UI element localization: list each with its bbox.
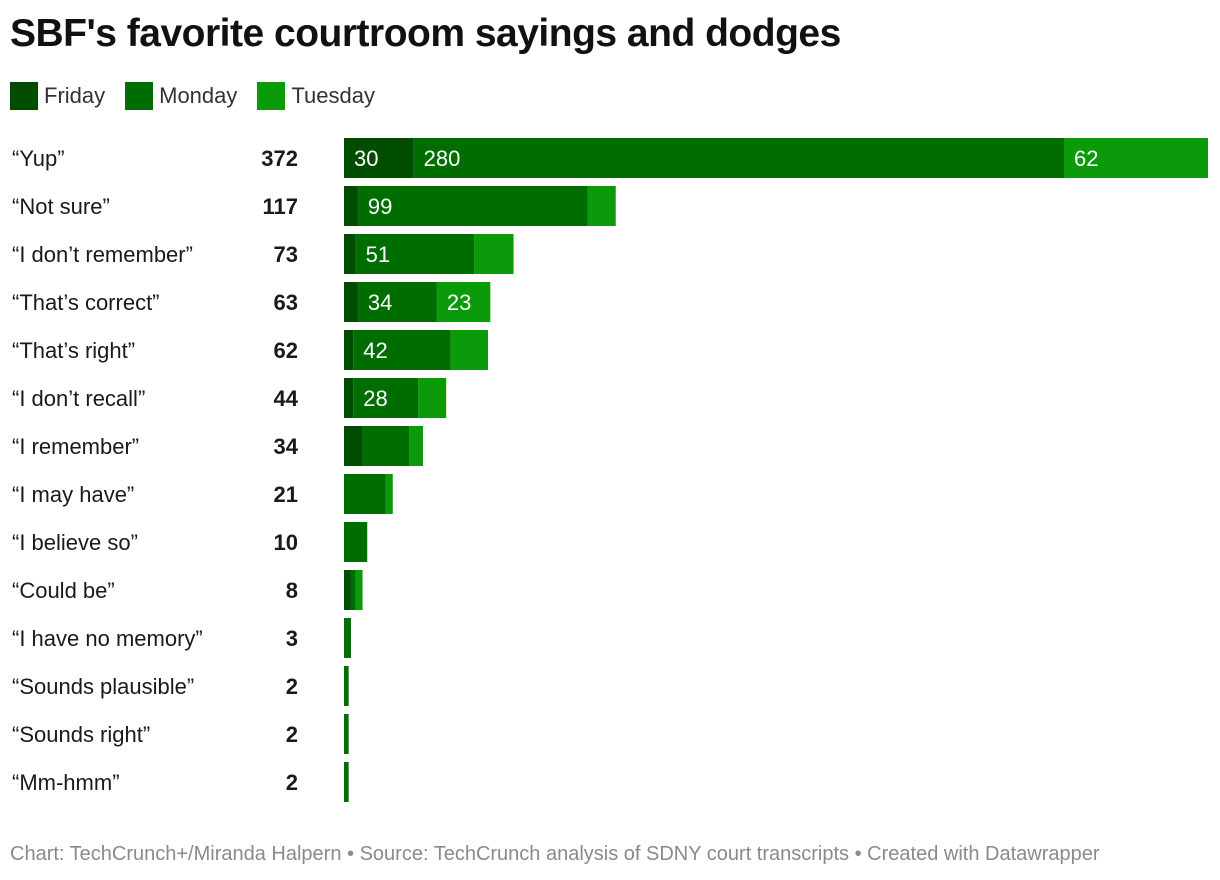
bar-segment-friday [344,186,358,226]
bar-segment-friday [344,426,363,466]
total-label: 372 [261,146,298,171]
bar-segment-monday [353,330,451,370]
category-label: “Could be” [12,578,115,603]
data-label: 62 [1074,146,1098,171]
category-label: “That’s right” [12,338,135,363]
bar-segment-tuesday [418,378,447,418]
category-label: “I may have” [12,482,134,507]
bar-segment-monday [344,522,368,562]
bar-segment-friday [344,378,354,418]
category-label: “I remember” [12,434,139,459]
category-label: “Sounds plausible” [12,674,194,699]
total-label: 34 [274,434,299,459]
data-label: 51 [366,242,390,267]
bar-segment-friday [344,282,358,322]
category-label: “Not sure” [12,194,110,219]
bar-segment-monday [353,378,419,418]
data-label: 28 [363,386,387,411]
bar-segment-tuesday [409,426,423,466]
bar-segment-tuesday [474,234,514,274]
bar-segment-monday [357,186,588,226]
bar-segment-monday [355,234,475,274]
stacked-bar-chart: “Yup” 372 30 280 62 “Not sure” 117 99 “I don’t r… [12,138,1208,802]
total-label: 2 [286,722,298,747]
category-label: “Sounds right” [12,722,150,747]
total-label: 62 [274,338,298,363]
legend-label-monday: Monday [159,83,238,108]
bar-segment-friday [344,234,356,274]
total-label: 21 [274,482,298,507]
total-label: 3 [286,626,298,651]
legend-swatch-tuesday [257,82,286,110]
bar-segment-monday [344,474,386,514]
total-label: 44 [274,386,299,411]
bar-segment-friday [344,570,351,610]
legend-swatch-monday [125,82,154,110]
category-label: “I believe so” [12,530,138,555]
bar-segment-tuesday [385,474,393,514]
category-label: “I don’t remember” [12,242,193,267]
bar-segment-friday [344,138,414,178]
total-label: 2 [286,674,298,699]
total-label: 117 [263,194,299,219]
bar-segment-tuesday [436,282,491,322]
category-label: “Mm-hmm” [12,770,120,795]
data-label: 280 [424,146,461,171]
bar-segment-tuesday [355,570,363,610]
bar-segment-monday [344,762,349,802]
total-label: 63 [274,290,298,315]
bar-segment-tuesday [587,186,616,226]
bar-segment-friday [344,330,354,370]
data-label: 99 [368,194,392,219]
legend: Friday Monday Tuesday [10,82,395,110]
legend-item-tuesday: Tuesday [257,82,375,110]
category-label: “Yup” [12,146,65,171]
total-label: 73 [274,242,298,267]
data-label: 30 [354,146,378,171]
bar-segment-monday [413,138,1064,178]
bar-segment-monday [362,426,410,466]
bar-segment-tuesday [450,330,488,370]
legend-swatch-friday [10,82,38,110]
data-label: 34 [368,290,392,315]
bar-segment-tuesday [1064,138,1208,178]
data-label: 42 [363,338,387,363]
legend-label-tuesday: Tuesday [291,83,375,108]
total-label: 2 [286,770,298,795]
category-label: “I don’t recall” [12,386,145,411]
data-label: 23 [447,290,471,315]
category-label: “I have no memory” [12,626,203,651]
bar-segment-monday [344,618,351,658]
legend-label-friday: Friday [44,83,106,108]
category-label: “That’s correct” [12,290,160,315]
legend-item-friday: Friday [10,82,105,110]
chart-footer: Chart: TechCrunch+/Miranda Halpern • Sou… [10,843,1100,865]
bar-segment-monday [344,714,349,754]
bar-segment-monday [350,570,356,610]
total-label: 10 [274,530,298,555]
bar-segment-monday [344,666,349,706]
chart-title: SBF's favorite courtroom sayings and dod… [10,12,841,55]
bar-segment-monday [357,282,437,322]
total-label: 8 [286,578,298,603]
legend-item-monday: Monday [125,82,237,110]
